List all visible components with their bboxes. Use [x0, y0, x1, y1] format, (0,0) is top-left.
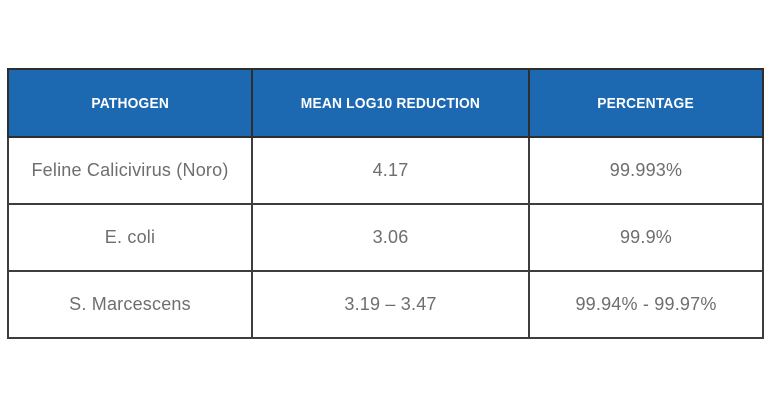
cell-percentage: 99.9% — [528, 203, 764, 272]
column-header-percentage-label: PERCENTAGE — [597, 94, 695, 112]
table-header-row: PATHOGEN MEAN LOG10 REDUCTION PERCENTAGE — [7, 68, 764, 138]
column-header-pathogen-label: PATHOGEN — [91, 94, 169, 112]
table-row-feline-calicivirus: Feline Calicivirus (Noro) 4.17 99.993% — [7, 136, 764, 205]
column-header-pathogen: PATHOGEN — [7, 68, 253, 138]
table-row-s-marcescens: S. Marcescens 3.19 – 3.47 99.94% - 99.97… — [7, 270, 764, 339]
column-header-mean-log10-reduction: MEAN LOG10 REDUCTION — [251, 68, 530, 138]
table-row-e-coli: E. coli 3.06 99.9% — [7, 203, 764, 272]
cell-percentage: 99.993% — [528, 136, 764, 205]
cell-pathogen-name: S. Marcescens — [7, 270, 253, 339]
cell-mean-log10-reduction: 3.06 — [251, 203, 530, 272]
column-header-mean-log10-reduction-label: MEAN LOG10 REDUCTION — [300, 94, 481, 112]
column-header-percentage: PERCENTAGE — [528, 68, 764, 138]
cell-pathogen-name: Feline Calicivirus (Noro) — [7, 136, 253, 205]
cell-pathogen-name: E. coli — [7, 203, 253, 272]
cell-mean-log10-reduction: 3.19 – 3.47 — [251, 270, 530, 339]
cell-mean-log10-reduction: 4.17 — [251, 136, 530, 205]
cell-percentage: 99.94% - 99.97% — [528, 270, 764, 339]
pathogen-reduction-table: PATHOGEN MEAN LOG10 REDUCTION PERCENTAGE… — [7, 68, 764, 339]
